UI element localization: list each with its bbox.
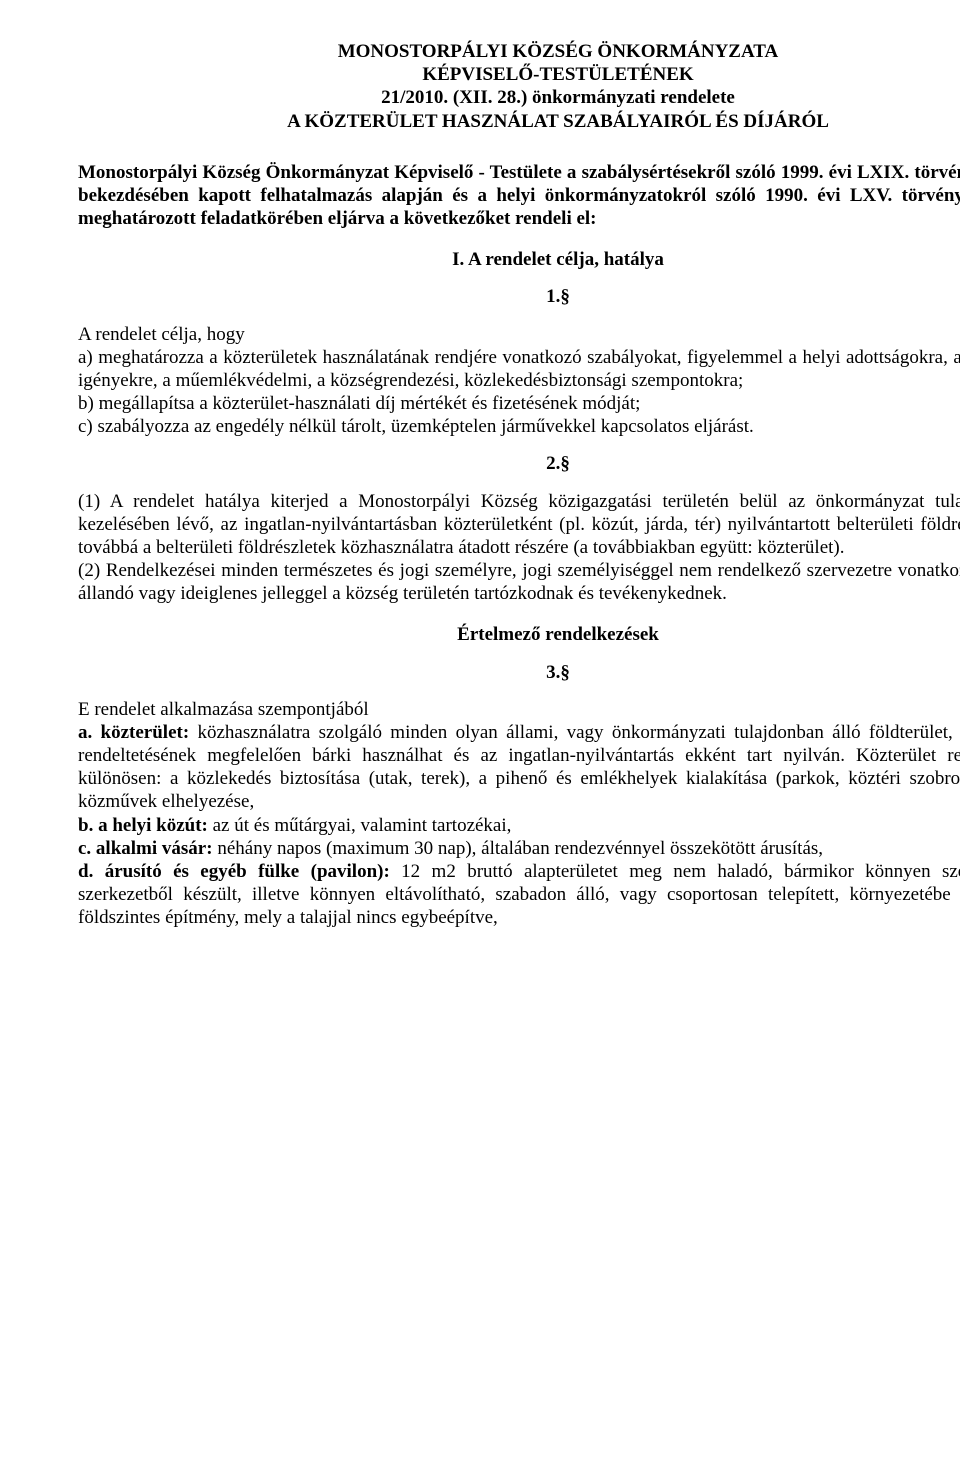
section-3-item-a-label: a. közterület: xyxy=(78,722,189,743)
section-2-para-2: (2) Rendelkezései minden természetes és … xyxy=(78,559,960,605)
document-title-block: MONOSTORPÁLYI KÖZSÉG ÖNKORMÁNYZATA KÉPVI… xyxy=(78,40,960,133)
section-2-number: 2.§ xyxy=(78,452,960,475)
section-3-item-c-text: néhány napos (maximum 30 nap), általában… xyxy=(213,838,823,859)
section-1-item-b: b) megállapítsa a közterület-használati … xyxy=(78,392,960,415)
section-1-item-a: a) meghatározza a közterületek használat… xyxy=(78,346,960,392)
section-3-item-c: c. alkalmi vásár: néhány napos (maximum … xyxy=(78,837,960,860)
section-1-item-c: c) szabályozza az engedély nélkül tárolt… xyxy=(78,415,960,438)
title-line-2: KÉPVISELŐ-TESTÜLETÉNEK xyxy=(78,63,960,86)
section-3-number: 3.§ xyxy=(78,661,960,684)
section-1-body: A rendelet célja, hogy a) meghatározza a… xyxy=(78,323,960,439)
section-1-number: 1.§ xyxy=(78,285,960,308)
section-2-para-1: (1) A rendelet hatálya kiterjed a Monost… xyxy=(78,490,960,560)
section-3-item-c-label: c. alkalmi vásár: xyxy=(78,838,213,859)
section-3-item-b-label: b. a helyi közút: xyxy=(78,815,208,836)
section-3-item-d-label: d. árusító és egyéb fülke (pavilon): xyxy=(78,861,390,882)
chapter-2-heading: Értelmező rendelkezések xyxy=(78,623,960,646)
section-3-body: E rendelet alkalmazása szempontjából a. … xyxy=(78,698,960,930)
section-3-item-a: a. közterület: közhasználatra szolgáló m… xyxy=(78,721,960,814)
section-3-item-b: b. a helyi közút: az út és műtárgyai, va… xyxy=(78,814,960,837)
chapter-1-heading: I. A rendelet célja, hatálya xyxy=(78,248,960,271)
section-1-intro: A rendelet célja, hogy xyxy=(78,323,960,346)
title-line-1: MONOSTORPÁLYI KÖZSÉG ÖNKORMÁNYZATA xyxy=(78,40,960,63)
title-line-4: A KÖZTERÜLET HASZNÁLAT SZABÁLYAIRÓL ÉS D… xyxy=(78,110,960,133)
section-3-item-b-text: az út és műtárgyai, valamint tartozékai, xyxy=(208,815,512,836)
title-line-3: 21/2010. (XII. 28.) önkormányzati rendel… xyxy=(78,86,960,109)
preamble: Monostorpályi Község Önkormányzat Képvis… xyxy=(78,161,960,231)
section-3-item-d: d. árusító és egyéb fülke (pavilon): 12 … xyxy=(78,860,960,930)
section-3-item-a-text: közhasználatra szolgáló minden olyan áll… xyxy=(78,722,960,813)
section-3-intro: E rendelet alkalmazása szempontjából xyxy=(78,698,960,721)
